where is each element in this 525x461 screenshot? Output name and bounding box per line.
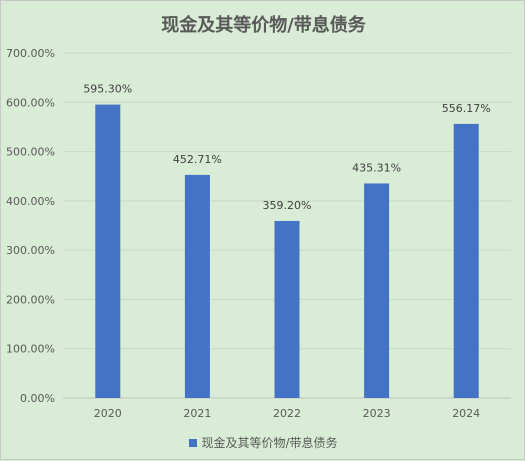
data-label: 452.71% <box>173 153 222 166</box>
y-tick-label: 400.00% <box>6 195 55 208</box>
legend-swatch <box>189 438 198 447</box>
bar <box>184 174 210 398</box>
bar <box>274 220 300 398</box>
y-tick-label: 100.00% <box>6 343 55 356</box>
x-tick-label: 2024 <box>452 407 480 420</box>
x-tick-label: 2020 <box>94 407 122 420</box>
y-tick-label: 300.00% <box>6 244 55 257</box>
y-tick-label: 600.00% <box>6 96 55 109</box>
legend: 现金及其等价物/带息债务 <box>1 434 525 451</box>
data-label: 556.17% <box>442 102 491 115</box>
y-tick-label: 200.00% <box>6 293 55 306</box>
legend-label: 现金及其等价物/带息债务 <box>201 436 338 450</box>
y-tick-label: 500.00% <box>6 146 55 159</box>
data-label: 435.31% <box>352 161 401 174</box>
data-label: 595.30% <box>83 83 132 96</box>
x-tick-label: 2022 <box>273 407 301 420</box>
bar <box>95 104 121 398</box>
bar <box>364 183 390 398</box>
chart-title: 现金及其等价物/带息债务 <box>161 15 366 36</box>
bar <box>453 123 479 399</box>
y-tick-label: 700.00% <box>6 47 55 60</box>
x-tick-label: 2021 <box>183 407 211 420</box>
data-label: 359.20% <box>263 199 312 212</box>
y-tick-label: 0.00% <box>20 392 55 405</box>
x-tick-label: 2023 <box>363 407 391 420</box>
